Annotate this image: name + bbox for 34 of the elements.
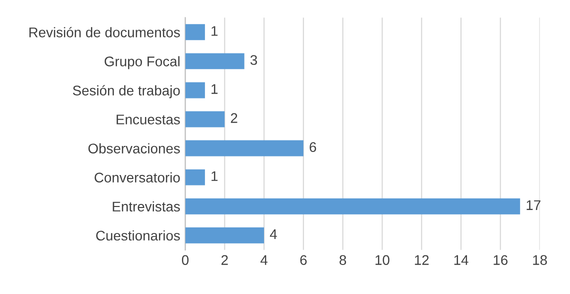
data-label: 1 [212,26,218,36]
bar [185,111,225,128]
bar [185,169,205,186]
x-tick-label: 14 [454,255,468,265]
bar [185,198,520,214]
data-label: 4 [270,229,277,239]
y-tick-label: Cuestionarios [96,230,180,241]
x-tick-label: 2 [221,255,228,265]
x-tick-label: 16 [494,255,508,265]
y-tick-label: Sesión de trabajo [72,85,180,98]
y-tick-label: Entrevistas [112,201,180,212]
y-tick-label: Observaciones [88,143,180,154]
data-label: 1 [212,84,218,94]
bar [185,82,205,98]
y-tick-label: Encuestas [116,114,180,124]
x-tick-label: 6 [300,255,307,265]
bar [185,24,205,40]
y-tick-label: Conversatorio [94,172,180,182]
x-tick-label: 12 [414,255,429,265]
x-tick-label: 0 [182,255,189,265]
x-tick-label: 18 [533,255,547,265]
data-label: 6 [310,142,316,152]
y-tick-label: Revisión de documentos [29,26,180,38]
x-tick-label: 4 [260,255,268,265]
bar [185,53,244,70]
bar [185,227,264,244]
y-tick-label: Grupo Focal [104,56,180,70]
x-tick-label: 8 [340,255,346,265]
data-label: 17 [526,200,540,210]
bar [185,140,304,156]
data-label: 3 [250,55,258,65]
data-label: 1 [212,171,218,181]
x-tick-label: 10 [376,255,390,265]
data-label: 2 [230,113,238,123]
